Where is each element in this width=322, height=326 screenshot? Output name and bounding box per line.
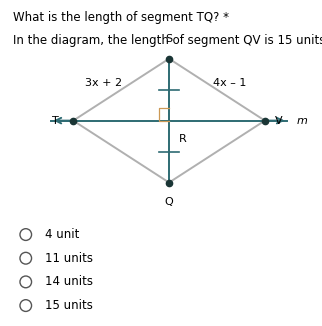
Text: Q: Q bbox=[165, 197, 174, 207]
Text: 4x – 1: 4x – 1 bbox=[213, 78, 246, 88]
Text: 15 units: 15 units bbox=[45, 299, 93, 312]
Text: 14 units: 14 units bbox=[45, 275, 93, 289]
Text: What is the length of segment TQ? *: What is the length of segment TQ? * bbox=[13, 11, 229, 24]
Text: In the diagram, the length of segment QV is 15 units.: In the diagram, the length of segment QV… bbox=[13, 34, 322, 47]
Text: R: R bbox=[179, 134, 186, 144]
Text: V: V bbox=[274, 116, 282, 126]
Text: 4 unit: 4 unit bbox=[45, 228, 80, 241]
Text: S: S bbox=[166, 34, 173, 44]
Text: 3x + 2: 3x + 2 bbox=[85, 78, 122, 88]
Text: 11 units: 11 units bbox=[45, 252, 93, 265]
Text: T: T bbox=[52, 116, 59, 126]
Text: m: m bbox=[297, 116, 308, 126]
